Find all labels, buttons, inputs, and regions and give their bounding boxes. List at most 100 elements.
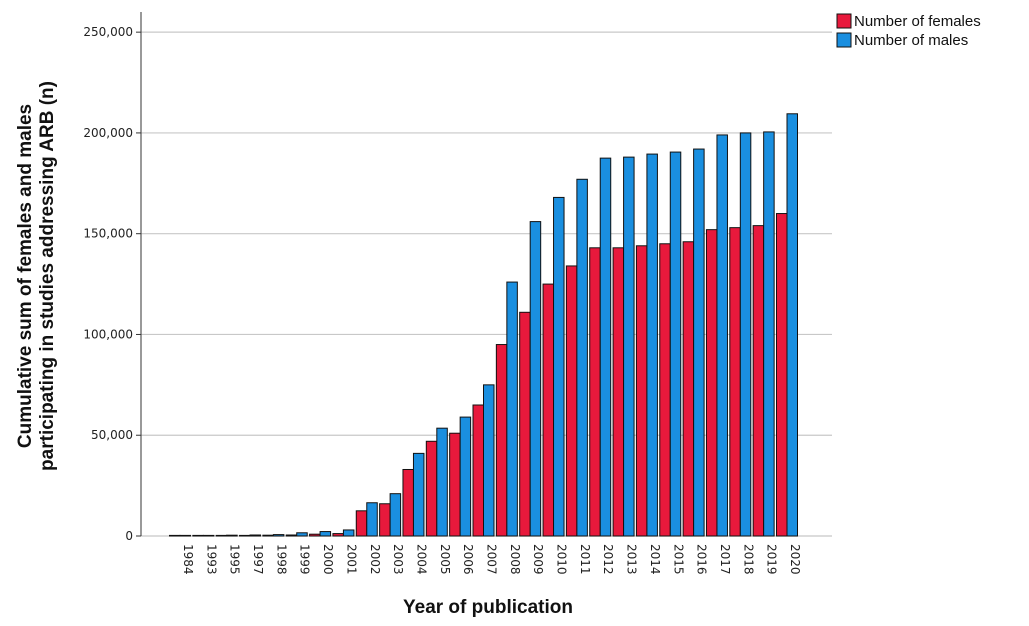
y-tick-label: 100,000 bbox=[83, 327, 133, 341]
bars bbox=[169, 113, 798, 537]
y-tick-label: 150,000 bbox=[83, 227, 133, 241]
bar-males-2020 bbox=[786, 113, 798, 537]
bar-males-2005 bbox=[436, 427, 448, 537]
bar-males-1998 bbox=[272, 534, 285, 537]
bar-males-2019 bbox=[763, 131, 775, 537]
bar-males-2000 bbox=[319, 531, 332, 537]
bar-males-2017 bbox=[716, 134, 728, 537]
bar-females-2019 bbox=[752, 225, 765, 537]
bar-males-2003 bbox=[389, 493, 402, 537]
bar-males-2001 bbox=[342, 529, 355, 537]
x-tick-label: 2014 bbox=[648, 544, 662, 575]
legend-label-males: Number of males bbox=[854, 32, 968, 49]
bar-females-2009 bbox=[519, 311, 531, 537]
x-tick-label: 1997 bbox=[251, 544, 265, 575]
bar-females-1998 bbox=[262, 534, 274, 537]
x-tick-label: 2019 bbox=[765, 544, 779, 575]
bar-males-1997 bbox=[249, 534, 262, 537]
bar-females-1999 bbox=[285, 534, 298, 537]
x-tick-label: 2011 bbox=[578, 544, 592, 575]
bar-females-2013 bbox=[612, 247, 625, 537]
x-tick-label: 2017 bbox=[718, 544, 732, 575]
x-tick-label: 2007 bbox=[485, 544, 499, 575]
legend-swatch-females bbox=[836, 13, 852, 29]
x-tick-label: 2003 bbox=[391, 544, 405, 575]
bar-females-2005 bbox=[425, 440, 438, 537]
bar-females-2016 bbox=[682, 241, 695, 537]
bar-females-2004 bbox=[402, 468, 414, 537]
bar-females-2001 bbox=[332, 533, 344, 537]
x-tick-label: 2020 bbox=[788, 544, 802, 575]
bar-females-2018 bbox=[729, 227, 741, 537]
bar-males-1984 bbox=[179, 534, 191, 537]
x-tick-label: 2016 bbox=[695, 544, 709, 575]
bar-males-2014 bbox=[646, 153, 658, 537]
bar-females-1997 bbox=[239, 534, 251, 537]
y-tick-label: 200,000 bbox=[83, 126, 133, 140]
x-tick-label: 2000 bbox=[321, 544, 335, 575]
x-tick-label: 2005 bbox=[438, 544, 452, 575]
bar-males-2018 bbox=[739, 132, 752, 537]
y-tick-label: 0 bbox=[125, 529, 133, 543]
bar-females-2012 bbox=[589, 247, 601, 537]
bar-males-2015 bbox=[669, 151, 682, 537]
bar-females-2010 bbox=[542, 283, 555, 537]
legend: Number of females Number of males bbox=[836, 13, 981, 49]
bar-females-1984 bbox=[169, 534, 181, 537]
x-tick-label: 2002 bbox=[368, 544, 382, 575]
x-tick-labels: 1984 1993 1995 1997 1998 1999 2000 2001 2002 2003… bbox=[181, 544, 802, 575]
x-tick-label: 1984 bbox=[181, 544, 195, 575]
y-axis-label-line-2: participating in studies addressing ARB … bbox=[37, 81, 58, 471]
x-tick-label: 2008 bbox=[508, 544, 522, 575]
bar-females-2006 bbox=[449, 432, 461, 537]
x-tick-label: 2012 bbox=[601, 544, 615, 575]
bar-males-2013 bbox=[623, 156, 635, 537]
y-axis-label-line-1: Cumulative sum of females and males bbox=[15, 104, 36, 448]
bar-males-2012 bbox=[599, 157, 612, 537]
x-tick-label: 2015 bbox=[671, 544, 685, 575]
bar-females-2008 bbox=[495, 344, 508, 537]
legend-label-females: Number of females bbox=[854, 13, 981, 30]
bar-females-2000 bbox=[309, 533, 321, 537]
bar-males-2011 bbox=[576, 178, 588, 537]
bar-females-1993 bbox=[192, 534, 204, 537]
bar-males-2010 bbox=[553, 196, 565, 537]
bar-males-1995 bbox=[226, 534, 238, 537]
bar-males-2006 bbox=[459, 416, 472, 537]
x-tick-label: 2004 bbox=[415, 544, 429, 575]
legend-swatch-males bbox=[836, 32, 852, 48]
x-tick-label: 1995 bbox=[228, 544, 242, 575]
bar-males-1999 bbox=[296, 532, 308, 537]
bar-females-2015 bbox=[659, 243, 671, 537]
bar-females-2014 bbox=[635, 245, 648, 537]
bar-females-2017 bbox=[705, 229, 718, 537]
x-tick-label: 1993 bbox=[204, 544, 218, 575]
x-tick-label: 2018 bbox=[741, 544, 755, 575]
bar-males-1993 bbox=[202, 534, 215, 537]
y-tick-label: 250,000 bbox=[83, 25, 133, 39]
bar-males-2004 bbox=[412, 452, 425, 537]
x-tick-label: 1999 bbox=[298, 544, 312, 575]
x-tick-label: 2013 bbox=[625, 544, 639, 575]
bar-males-2016 bbox=[693, 148, 705, 537]
bar-females-1995 bbox=[215, 534, 228, 537]
bar-females-2020 bbox=[776, 213, 788, 537]
y-tick-label: 50,000 bbox=[91, 428, 133, 442]
bar-females-2011 bbox=[565, 265, 578, 537]
bar-females-2003 bbox=[379, 503, 391, 537]
bar-females-2002 bbox=[355, 510, 368, 537]
bar-males-2002 bbox=[366, 502, 378, 537]
bar-males-2008 bbox=[506, 281, 518, 537]
x-tick-label: 2009 bbox=[531, 544, 545, 575]
bar-females-2007 bbox=[472, 404, 484, 537]
x-tick-label: 2006 bbox=[461, 544, 475, 575]
x-tick-label: 1998 bbox=[274, 544, 288, 575]
bar-males-2007 bbox=[483, 384, 495, 537]
x-tick-label: 2001 bbox=[344, 544, 358, 575]
y-tick-labels: 0 50,000 100,000 150,000 200,000 250,000 bbox=[83, 25, 133, 543]
x-tick-label: 2010 bbox=[555, 544, 569, 575]
x-axis-label: Year of publication bbox=[403, 597, 573, 618]
bar-males-2009 bbox=[529, 221, 542, 537]
